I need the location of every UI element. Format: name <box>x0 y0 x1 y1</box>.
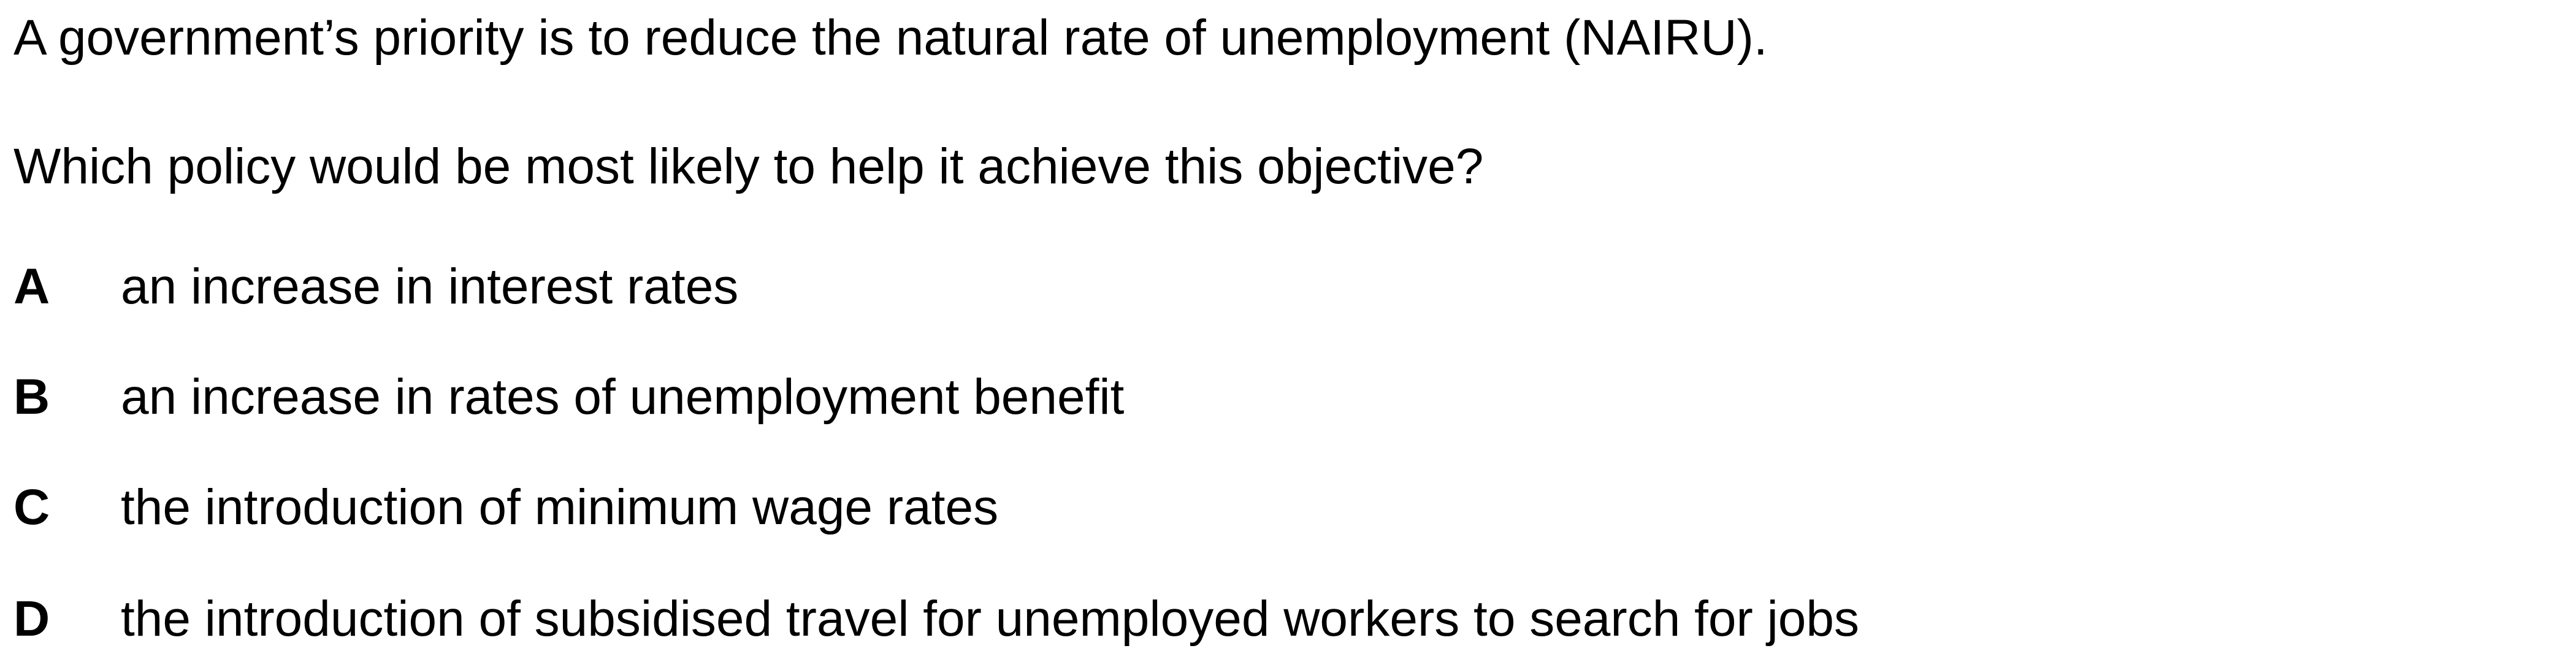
option-text-c: the introduction of minimum wage rates <box>121 479 999 535</box>
option-text-b: an increase in rates of unemployment ben… <box>121 369 1125 425</box>
option-text-a: an increase in interest rates <box>121 259 739 314</box>
option-letter-c: C <box>13 479 50 535</box>
question-stem-context: A government’s priority is to reduce the… <box>13 10 1768 66</box>
option-letter-d: D <box>13 591 50 647</box>
question-stem-prompt: Which policy would be most likely to hel… <box>13 139 1484 194</box>
option-text-d: the introduction of subsidised travel fo… <box>121 591 1860 647</box>
option-letter-a: A <box>13 259 50 314</box>
option-letter-b: B <box>13 369 50 425</box>
